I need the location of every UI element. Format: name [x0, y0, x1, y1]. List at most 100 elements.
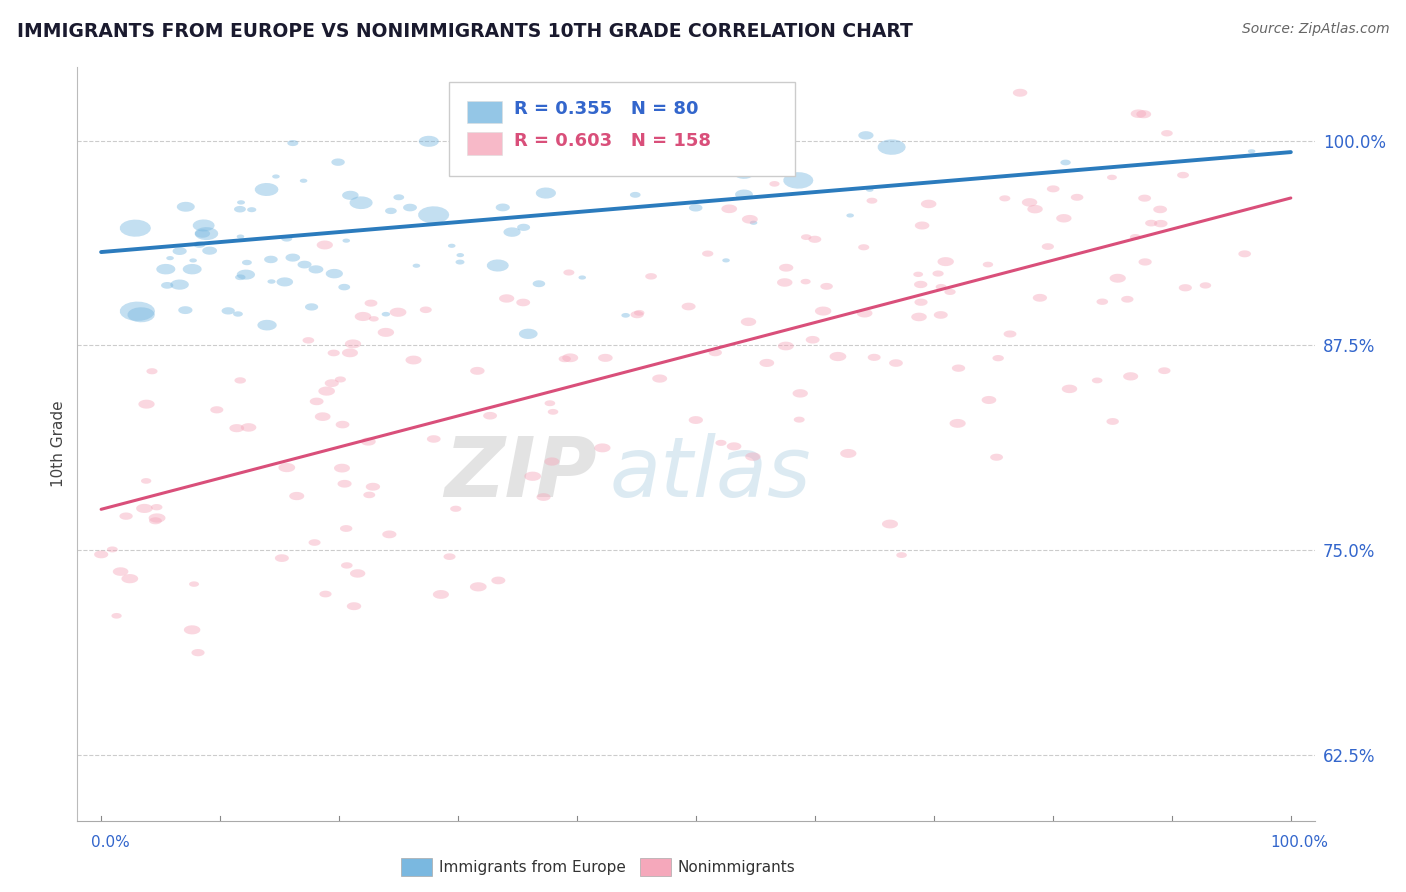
Point — [741, 450, 763, 464]
Point — [628, 306, 651, 320]
Point — [444, 501, 467, 516]
Point — [994, 191, 1017, 205]
Point — [1194, 278, 1216, 293]
Point — [155, 262, 177, 277]
Point — [929, 280, 952, 294]
Point — [1233, 247, 1256, 261]
Point — [174, 200, 197, 214]
Point — [533, 490, 555, 504]
Point — [339, 346, 361, 360]
Point — [908, 310, 931, 324]
Text: 0.0%: 0.0% — [91, 836, 131, 850]
FancyBboxPatch shape — [467, 133, 502, 155]
Point — [402, 353, 425, 368]
Text: Nonimmigrants: Nonimmigrants — [678, 860, 796, 874]
Point — [775, 260, 797, 275]
Point — [1059, 382, 1081, 396]
Point — [305, 394, 328, 409]
Point — [860, 194, 883, 208]
Point — [336, 558, 359, 573]
Point — [101, 542, 124, 557]
Point — [1133, 255, 1156, 269]
Point — [1116, 292, 1139, 306]
Point — [323, 267, 346, 281]
Point — [217, 304, 239, 318]
Point — [773, 276, 796, 290]
Point — [837, 446, 859, 460]
Point — [479, 409, 502, 423]
Point — [264, 169, 287, 184]
Point — [174, 303, 197, 318]
Point — [763, 177, 786, 191]
Point — [387, 305, 409, 319]
Point — [595, 351, 617, 365]
Point — [195, 227, 218, 241]
Point — [145, 500, 167, 515]
Point — [1125, 230, 1147, 244]
Point — [486, 259, 509, 273]
Point — [946, 417, 969, 431]
Point — [948, 361, 970, 376]
Point — [1149, 202, 1171, 217]
Point — [911, 219, 934, 233]
Point — [274, 275, 297, 289]
Point — [357, 434, 380, 449]
Point — [236, 255, 259, 269]
Point — [738, 212, 761, 227]
Point — [987, 351, 1010, 366]
Point — [256, 182, 278, 196]
Point — [775, 339, 797, 353]
Point — [374, 307, 396, 321]
Point — [135, 397, 157, 411]
Point — [294, 258, 316, 272]
Point — [169, 277, 191, 292]
Point — [1101, 414, 1123, 428]
Point — [1036, 239, 1059, 253]
Point — [281, 136, 304, 150]
Point — [260, 275, 283, 289]
Point — [755, 356, 778, 370]
Point — [256, 318, 278, 333]
Point — [880, 140, 903, 154]
Point — [314, 587, 336, 601]
Text: IMMIGRANTS FROM EUROPE VS NONIMMIGRANTS 10TH GRADE CORRELATION CHART: IMMIGRANTS FROM EUROPE VS NONIMMIGRANTS … — [17, 22, 912, 41]
Point — [281, 251, 304, 265]
Point — [541, 454, 564, 468]
Point — [1128, 106, 1150, 120]
Point — [270, 551, 292, 566]
Point — [541, 405, 564, 419]
Point — [718, 202, 741, 216]
Point — [124, 221, 146, 235]
Point — [512, 220, 534, 235]
Point — [361, 480, 384, 494]
Point — [422, 208, 444, 222]
Point — [986, 450, 1008, 465]
Point — [527, 277, 550, 291]
Point — [141, 364, 163, 378]
Point — [115, 509, 138, 524]
Point — [350, 195, 373, 210]
Point — [363, 311, 385, 326]
Point — [591, 441, 613, 455]
Point — [240, 202, 263, 217]
Point — [517, 326, 540, 341]
Point — [315, 384, 337, 398]
Point — [1018, 195, 1040, 210]
Point — [855, 128, 877, 143]
Point — [827, 350, 849, 364]
Point — [977, 392, 1000, 407]
Point — [183, 577, 205, 591]
Point — [794, 230, 817, 244]
Point — [619, 128, 641, 142]
Point — [1085, 373, 1108, 387]
Point — [522, 469, 544, 483]
Point — [492, 201, 515, 215]
Point — [1042, 182, 1064, 196]
Point — [742, 216, 765, 230]
Point — [1101, 170, 1123, 185]
Point — [815, 279, 838, 293]
Point — [1240, 145, 1263, 159]
Text: R = 0.603   N = 158: R = 0.603 N = 158 — [515, 132, 711, 150]
Point — [321, 376, 343, 391]
Text: R = 0.355   N = 80: R = 0.355 N = 80 — [515, 100, 699, 118]
